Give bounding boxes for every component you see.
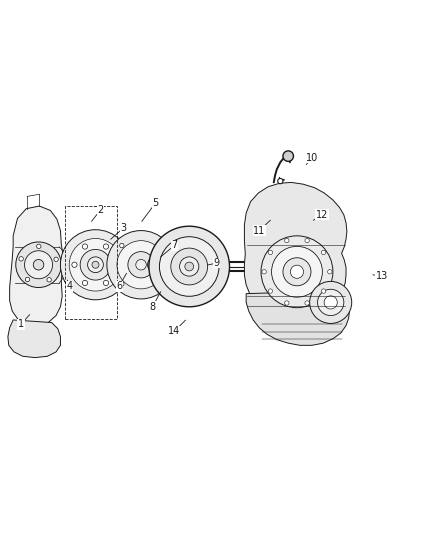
Circle shape <box>310 281 352 324</box>
Text: 12: 12 <box>316 210 328 220</box>
Circle shape <box>136 260 146 270</box>
Circle shape <box>261 236 333 308</box>
Circle shape <box>92 261 99 268</box>
Text: 7: 7 <box>171 240 177 251</box>
Circle shape <box>69 238 122 291</box>
Circle shape <box>114 255 133 274</box>
Circle shape <box>185 262 194 271</box>
Text: 11: 11 <box>253 225 265 236</box>
Circle shape <box>318 289 344 316</box>
Circle shape <box>152 261 159 268</box>
Circle shape <box>262 270 266 274</box>
Text: 10: 10 <box>306 153 318 163</box>
Circle shape <box>285 301 289 305</box>
Circle shape <box>82 244 88 249</box>
Polygon shape <box>246 290 350 345</box>
Circle shape <box>305 238 309 243</box>
Circle shape <box>305 301 309 305</box>
Text: 4: 4 <box>66 281 72 291</box>
Circle shape <box>60 230 131 300</box>
Circle shape <box>158 244 162 248</box>
Circle shape <box>25 251 53 279</box>
Circle shape <box>82 280 88 286</box>
Circle shape <box>103 280 109 286</box>
Circle shape <box>285 238 289 243</box>
Circle shape <box>25 277 30 281</box>
Circle shape <box>321 251 326 255</box>
Circle shape <box>321 289 326 293</box>
Circle shape <box>33 260 44 270</box>
Circle shape <box>171 248 208 285</box>
Text: 8: 8 <box>149 302 155 312</box>
Text: 6: 6 <box>116 281 122 291</box>
Text: 5: 5 <box>152 198 159 208</box>
Bar <box>65 206 117 319</box>
Polygon shape <box>10 206 64 327</box>
Circle shape <box>159 237 219 296</box>
Text: 13: 13 <box>376 271 388 281</box>
Circle shape <box>158 282 162 286</box>
Circle shape <box>107 231 175 299</box>
Text: 14: 14 <box>168 326 180 336</box>
Circle shape <box>19 256 23 261</box>
Text: 9: 9 <box>214 258 220 268</box>
Circle shape <box>80 249 111 280</box>
Circle shape <box>278 179 283 184</box>
Text: 2: 2 <box>98 205 104 215</box>
Circle shape <box>117 241 165 289</box>
Circle shape <box>128 252 154 278</box>
Circle shape <box>148 257 163 273</box>
Circle shape <box>120 282 124 286</box>
Circle shape <box>180 257 199 276</box>
Text: 1: 1 <box>18 319 24 329</box>
Circle shape <box>283 258 311 286</box>
Circle shape <box>47 278 51 282</box>
Circle shape <box>290 265 304 278</box>
Circle shape <box>268 251 272 255</box>
Circle shape <box>103 244 109 249</box>
Polygon shape <box>8 320 60 358</box>
Circle shape <box>16 242 61 287</box>
Circle shape <box>119 260 128 269</box>
Circle shape <box>324 296 337 309</box>
Circle shape <box>54 257 58 262</box>
Circle shape <box>272 246 322 297</box>
Circle shape <box>328 270 332 274</box>
Circle shape <box>149 226 230 307</box>
Circle shape <box>88 257 103 273</box>
Circle shape <box>120 244 124 248</box>
Circle shape <box>283 151 293 161</box>
Circle shape <box>268 289 272 293</box>
Circle shape <box>114 262 119 268</box>
Circle shape <box>37 244 41 248</box>
Circle shape <box>72 262 77 268</box>
Polygon shape <box>244 182 347 314</box>
Text: 3: 3 <box>120 223 127 233</box>
